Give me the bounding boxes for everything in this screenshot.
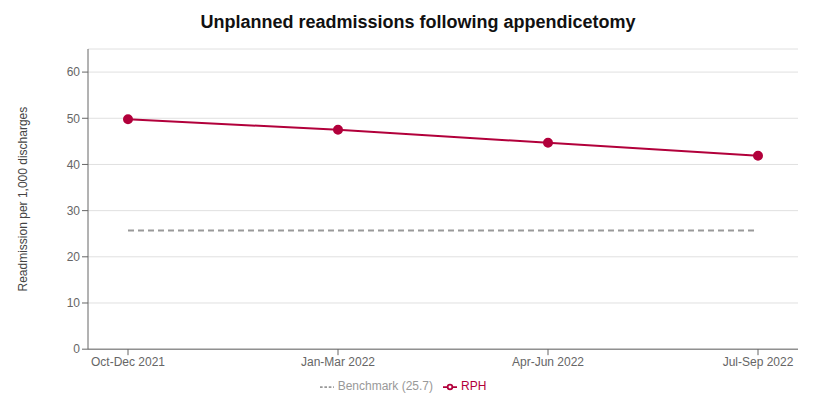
svg-text:40: 40 [67,158,81,172]
html-text:Unplanned readmissions followi: Unplanned readmissions following appendi… [200,12,636,32]
svg-text:0: 0 [73,342,80,356]
svg-text:Jul-Sep 2022: Jul-Sep 2022 [723,355,794,369]
svg-text:20: 20 [67,250,81,264]
svg-text:60: 60 [67,65,81,79]
svg-text:Apr-Jun 2022: Apr-Jun 2022 [512,355,584,369]
html-text:RPH: RPH [461,379,487,394]
svg-text:Jan-Mar 2022: Jan-Mar 2022 [301,355,375,369]
svg-text:Oct-Dec 2021: Oct-Dec 2021 [91,355,165,369]
svg-text:Readmission per 1,000 discharg: Readmission per 1,000 discharges [16,107,30,292]
svg-text:10: 10 [67,296,81,310]
svg-text:50: 50 [67,112,81,126]
svg-text:30: 30 [67,204,81,218]
html-text:Benchmark (25.7): Benchmark (25.7) [337,379,433,394]
